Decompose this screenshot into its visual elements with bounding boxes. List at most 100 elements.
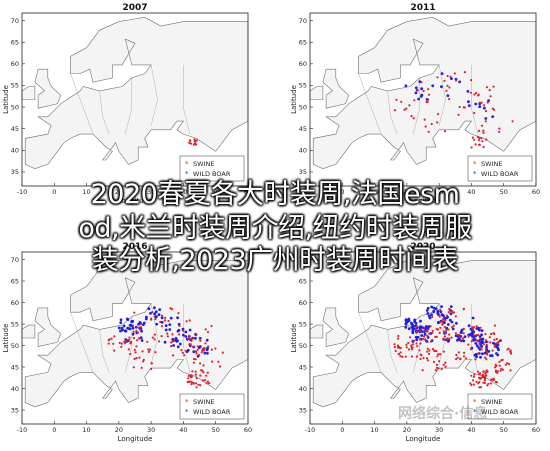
swine-outbreak-point — [477, 333, 480, 337]
x-tick-label: 10 — [82, 188, 90, 196]
wild-boar-outbreak-point — [145, 315, 148, 319]
swine-outbreak-point — [170, 345, 173, 348]
wild-boar-outbreak-point — [131, 326, 135, 330]
swine-outbreak-point — [442, 363, 445, 366]
swine-outbreak-point — [485, 339, 488, 342]
swine-outbreak-point — [132, 337, 135, 340]
swine-outbreak-point — [479, 346, 482, 349]
plot-frame — [309, 251, 537, 425]
swine-outbreak-point — [166, 332, 169, 335]
swine-outbreak-point — [455, 79, 458, 82]
x-tick-label: 60 — [532, 188, 540, 196]
swine-outbreak-point — [473, 334, 476, 337]
swine-outbreak-point — [204, 328, 207, 331]
wild-boar-outbreak-point — [184, 330, 188, 334]
wild-boar-outbreak-point — [168, 323, 172, 326]
wild-boar-outbreak-point — [478, 328, 481, 332]
wild-boar-outbreak-point — [471, 316, 475, 320]
swine-outbreak-point — [475, 325, 478, 328]
swine-outbreak-point — [446, 314, 449, 317]
swine-outbreak-point — [482, 370, 485, 373]
wild-boar-outbreak-point — [449, 312, 453, 316]
y-tick-label: 60 — [299, 60, 307, 68]
map-panel-2007: 2007 -10 0 10 20 30 40 50 60 Longitude 70 65 60 55 50 4… — [2, 3, 252, 205]
swine-outbreak-point — [188, 380, 191, 383]
wild-boar-outbreak-point — [467, 100, 470, 104]
swine-outbreak-point — [154, 351, 157, 354]
swine-outbreak-point — [427, 93, 431, 96]
y-tick-label: 70 — [11, 17, 19, 25]
wild-boar-outbreak-point — [475, 355, 478, 359]
swine-outbreak-point — [439, 353, 442, 356]
swine-outbreak-point — [481, 373, 484, 376]
swine-outbreak-point — [494, 369, 498, 372]
swine-outbreak-point — [205, 374, 208, 377]
swine-outbreak-point — [462, 332, 465, 335]
wild-boar-outbreak-point — [192, 350, 196, 354]
y-tick-label: 70 — [299, 256, 307, 264]
wild-boar-outbreak-point — [427, 314, 431, 318]
swine-outbreak-point — [415, 325, 419, 328]
wild-boar-outbreak-point — [413, 327, 416, 331]
swine-outbreak-point — [448, 86, 451, 89]
wild-boar-outbreak-point — [492, 341, 495, 345]
swine-outbreak-point — [448, 98, 451, 101]
y-tick-label: 50 — [299, 103, 307, 111]
wild-boar-outbreak-point — [206, 351, 209, 355]
wild-boar-outbreak-point — [478, 335, 482, 338]
wild-boar-outbreak-point — [495, 352, 498, 355]
swine-outbreak-point — [199, 362, 202, 365]
wild-boar-outbreak-point — [404, 318, 408, 321]
swine-outbreak-point — [452, 311, 455, 314]
swine-outbreak-point — [187, 377, 190, 380]
swine-outbreak-point — [416, 330, 419, 333]
swine-outbreak-point — [458, 105, 461, 109]
wild-boar-outbreak-point — [142, 321, 146, 325]
swine-outbreak-point — [426, 330, 429, 333]
swine-outbreak-point — [478, 101, 481, 104]
swine-outbreak-point — [139, 323, 142, 326]
wild-boar-outbreak-point — [426, 306, 430, 310]
swine-outbreak-point — [492, 85, 495, 88]
wild-boar-outbreak-point — [203, 351, 207, 355]
swine-outbreak-point — [412, 339, 416, 342]
overlay-headline-line-3: 装分析,2023广州时装周时间表 — [91, 245, 459, 276]
wild-boar-outbreak-point — [174, 337, 178, 340]
swine-outbreak-point — [486, 384, 489, 387]
map-panel-2020: 2020 -10 0 10 20 30 40 50 60 Longitude 70 65 60 55 50 4… — [290, 242, 540, 443]
legend-box — [179, 155, 245, 182]
swine-outbreak-point — [118, 341, 121, 344]
swine-outbreak-point — [462, 308, 465, 311]
wild-boar-outbreak-point — [125, 317, 129, 321]
x-axis-label: Longitude — [118, 435, 153, 443]
swine-outbreak-point — [407, 348, 410, 351]
country-border — [99, 90, 110, 135]
swine-outbreak-point — [456, 356, 459, 359]
swine-outbreak-point — [439, 321, 442, 324]
swine-outbreak-point — [150, 367, 153, 370]
wild-boar-outbreak-point — [425, 309, 429, 312]
swine-outbreak-point — [477, 129, 481, 132]
swine-outbreak-point — [410, 348, 413, 351]
swine-outbreak-point — [403, 108, 406, 111]
swine-outbreak-point — [436, 121, 439, 124]
swine-outbreak-point — [459, 339, 462, 342]
swine-outbreak-point — [395, 98, 398, 101]
swine-outbreak-point — [482, 131, 485, 134]
swine-outbreak-point — [431, 348, 435, 351]
x-tick-label: 30 — [435, 426, 443, 434]
swine-outbreak-point — [420, 81, 423, 84]
y-tick-label: 65 — [299, 277, 307, 285]
country-border — [183, 64, 191, 135]
wild-boar-outbreak-point — [124, 329, 128, 333]
wild-boar-outbreak-point — [138, 321, 142, 324]
country-border — [471, 303, 479, 373]
swine-outbreak-point — [488, 89, 491, 92]
land-mass-britain — [322, 307, 350, 347]
swine-outbreak-point — [419, 338, 422, 341]
y-tick-label: 50 — [11, 342, 19, 350]
wild-boar-outbreak-point — [160, 320, 164, 324]
swine-outbreak-point — [477, 382, 480, 385]
country-border — [413, 77, 420, 135]
